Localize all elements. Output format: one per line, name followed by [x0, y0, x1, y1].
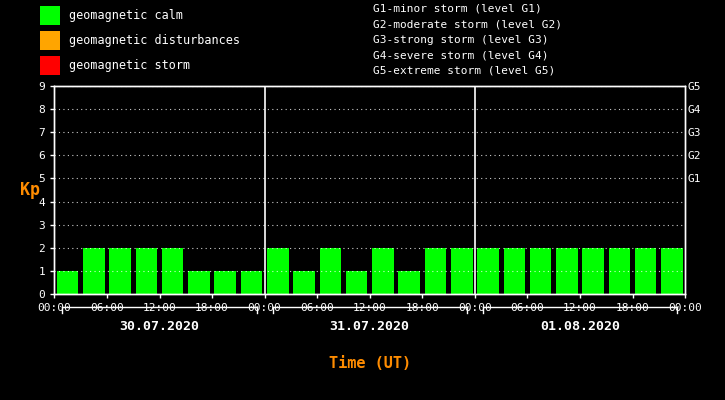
FancyBboxPatch shape [40, 31, 60, 50]
Bar [215, 271, 236, 294]
Bar [188, 271, 210, 294]
Bar [241, 271, 262, 294]
Text: 31.07.2020: 31.07.2020 [330, 320, 410, 333]
Text: G1-minor storm (level G1): G1-minor storm (level G1) [373, 4, 542, 14]
Text: geomagnetic disturbances: geomagnetic disturbances [69, 34, 240, 47]
Text: G3-strong storm (level G3): G3-strong storm (level G3) [373, 34, 549, 44]
Bar [635, 248, 656, 294]
Text: geomagnetic calm: geomagnetic calm [69, 9, 183, 22]
Bar [57, 271, 78, 294]
Bar [346, 271, 368, 294]
Bar [609, 248, 630, 294]
Text: 01.08.2020: 01.08.2020 [540, 320, 620, 333]
Text: Time (UT): Time (UT) [328, 356, 411, 372]
Text: geomagnetic storm: geomagnetic storm [69, 59, 190, 72]
Text: G5-extreme storm (level G5): G5-extreme storm (level G5) [373, 66, 555, 76]
Bar [451, 248, 473, 294]
Y-axis label: Kp: Kp [20, 181, 41, 199]
Bar [320, 248, 341, 294]
Bar [582, 248, 604, 294]
Bar [294, 271, 315, 294]
Text: G2-moderate storm (level G2): G2-moderate storm (level G2) [373, 19, 563, 29]
FancyBboxPatch shape [40, 6, 60, 25]
Bar [530, 248, 551, 294]
Bar [399, 271, 420, 294]
Bar [556, 248, 578, 294]
Text: 30.07.2020: 30.07.2020 [120, 320, 199, 333]
Bar [661, 248, 683, 294]
Bar [504, 248, 525, 294]
Bar [477, 248, 499, 294]
Bar [109, 248, 130, 294]
Bar [425, 248, 446, 294]
Bar [267, 248, 289, 294]
Bar [162, 248, 183, 294]
Bar [372, 248, 394, 294]
FancyBboxPatch shape [40, 56, 60, 75]
Bar [83, 248, 104, 294]
Bar [136, 248, 157, 294]
Text: G4-severe storm (level G4): G4-severe storm (level G4) [373, 50, 549, 60]
